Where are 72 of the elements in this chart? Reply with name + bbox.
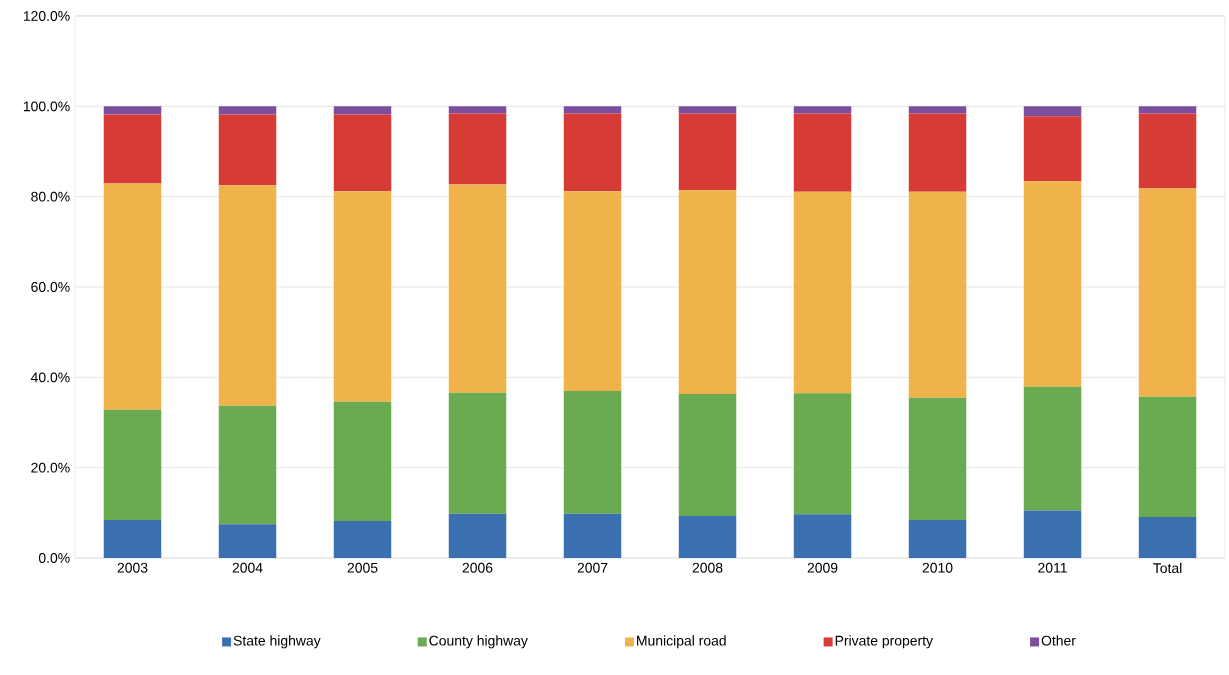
bar <box>563 191 622 391</box>
bar <box>908 106 967 114</box>
bar <box>678 190 737 395</box>
bar <box>103 106 162 115</box>
bar <box>1138 516 1197 558</box>
x-tick-label: 2005 <box>347 562 378 573</box>
x-tick-label: 2008 <box>692 562 723 573</box>
bar <box>1138 188 1197 397</box>
bar <box>333 114 392 192</box>
legend-label: State highway <box>233 635 321 649</box>
bar <box>333 401 392 521</box>
x-tick-label: 2011 <box>1038 562 1067 573</box>
legend-label: Private property <box>835 635 934 649</box>
x-tick-label: 2009 <box>807 562 838 573</box>
bar <box>678 106 737 114</box>
bar <box>333 191 392 402</box>
bar <box>1023 386 1082 511</box>
bar <box>103 183 162 410</box>
bar <box>678 516 737 558</box>
x-tick-label: 2010 <box>922 562 953 573</box>
y-tick-label: 100.0% <box>23 101 70 112</box>
bar <box>448 184 507 393</box>
bar <box>793 106 852 114</box>
bar <box>793 113 852 192</box>
bar <box>218 405 277 525</box>
bar <box>1023 116 1082 182</box>
bar <box>563 390 622 514</box>
bar <box>1023 510 1082 558</box>
bar <box>333 106 392 115</box>
bar <box>678 394 737 516</box>
bar <box>218 524 277 558</box>
bar <box>1138 106 1197 114</box>
bar <box>333 520 392 558</box>
bar <box>563 106 622 114</box>
bar <box>448 392 507 514</box>
legend-label: Municipal road <box>637 635 726 649</box>
x-tick-label: 2007 <box>577 562 608 573</box>
bar <box>103 409 162 521</box>
bar <box>793 393 852 515</box>
y-tick-label: 0.0% <box>38 553 70 563</box>
x-tick-label: 2006 <box>462 562 493 573</box>
bar <box>908 397 967 521</box>
bar <box>448 106 507 114</box>
bar <box>1023 106 1082 117</box>
legend-label: Other <box>1041 635 1076 646</box>
bar <box>1023 181 1082 387</box>
y-tick-label: 80.0% <box>31 191 70 202</box>
y-tick-label: 40.0% <box>30 372 70 383</box>
bar <box>563 513 622 558</box>
x-tick-label: Total <box>1153 562 1182 574</box>
y-tick-label: 20.0% <box>31 462 70 473</box>
x-tick-label: 2003 <box>117 562 148 573</box>
bar <box>563 113 622 192</box>
bar <box>908 191 967 398</box>
bar <box>793 191 852 394</box>
y-tick-label: 120.0% <box>23 11 70 21</box>
bar <box>218 185 277 406</box>
bar <box>908 520 967 558</box>
bar <box>448 513 507 558</box>
bar <box>103 520 162 558</box>
bar <box>1138 396 1197 517</box>
bar <box>1138 113 1197 189</box>
bar <box>103 114 162 184</box>
legend-label: County highway <box>429 635 528 649</box>
bar <box>448 113 507 185</box>
bar <box>908 113 967 192</box>
bar <box>793 514 852 558</box>
y-tick-label: 60.0% <box>31 282 70 292</box>
bar <box>678 113 737 191</box>
bar <box>218 114 277 186</box>
x-tick-label: 2004 <box>232 562 263 573</box>
bar <box>218 106 277 115</box>
